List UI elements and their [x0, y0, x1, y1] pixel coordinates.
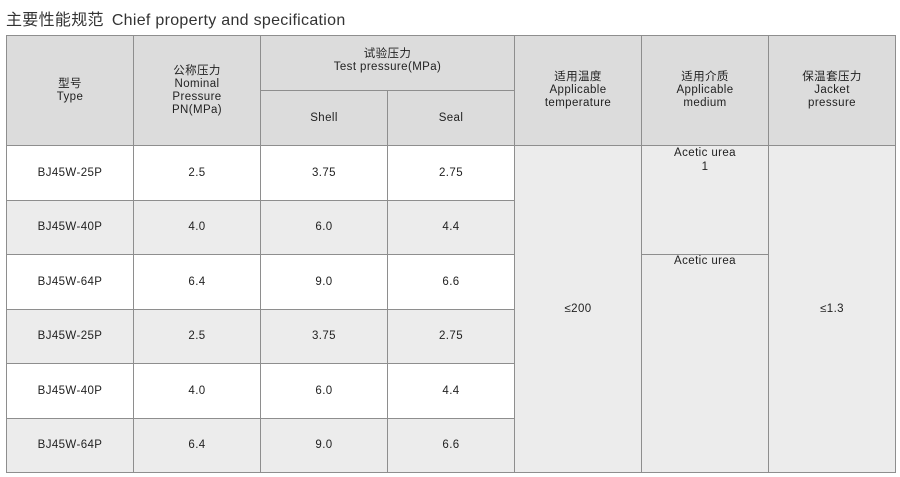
table-header: 型号 Type 公称压力 Nominal Pressure PN(MPa) 试验压力 Te… — [6, 35, 897, 146]
header-seal: Seal — [386, 90, 516, 146]
cell-jacket-pressure: ≤1.3 — [768, 145, 897, 473]
cell-type: BJ45W-64P — [6, 417, 134, 473]
title-en: Chief property and specification — [111, 12, 346, 29]
table-row: BJ45W-25P 2.5 3.75 2.75 ≤200 Acetic urea… — [6, 145, 897, 473]
cell-pn: 2.5 — [133, 145, 261, 201]
cell-shell: 3.75 — [260, 308, 388, 364]
header-shell: Shell — [260, 90, 388, 146]
medium-a-line1: Acetic urea — [674, 147, 736, 159]
cell-type: BJ45W-64P — [6, 254, 134, 310]
cell-pn: 6.4 — [133, 254, 261, 310]
table-row: BJ45W-25P 2.5 3.75 2.75 — [6, 308, 896, 364]
cell-medium-a: Acetic urea 1 — [641, 145, 770, 255]
table-row: BJ45W-64P 6.4 9.0 6.6 Acetic urea — [6, 254, 896, 473]
cell-shell: 6.0 — [260, 199, 388, 255]
cell-shell: 6.0 — [260, 363, 388, 419]
cell-pn: 4.0 — [133, 199, 261, 255]
header-type: 型号 Type — [6, 35, 134, 146]
cell-seal: 4.4 — [386, 363, 516, 419]
page-title: 主要性能规范 Chief property and specification — [6, 6, 346, 30]
header-test-pressure: 试验压力 Test pressure(MPa) — [259, 35, 516, 91]
cell-seal: 2.75 — [386, 145, 516, 201]
cell-type: BJ45W-40P — [6, 199, 134, 255]
table-row: BJ45W-40P 4.0 6.0 4.4 — [6, 363, 896, 419]
medium-a-line2: 1 — [701, 161, 709, 173]
header-medium: 适用介质 Applicable medium — [641, 35, 770, 146]
cell-pn: 4.0 — [133, 363, 261, 419]
cell-type: BJ45W-40P — [6, 363, 134, 419]
header-temperature: 适用温度 Applicable temperature — [514, 35, 643, 146]
cell-seal: 4.4 — [386, 199, 516, 255]
header-nominal-pressure: 公称压力 Nominal Pressure PN(MPa) — [133, 35, 261, 146]
cell-seal: 6.6 — [386, 254, 516, 310]
cell-type: BJ45W-25P — [6, 145, 134, 201]
cell-type: BJ45W-25P — [6, 308, 134, 364]
cell-medium-b: Acetic urea — [641, 254, 770, 473]
cell-temperature: ≤200 — [514, 145, 643, 473]
table-row: BJ45W-40P 4.0 6.0 4.4 — [6, 199, 896, 255]
table-body: BJ45W-25P 2.5 3.75 2.75 ≤200 Acetic urea… — [6, 145, 897, 473]
cell-pn: 6.4 — [133, 417, 261, 473]
header-jacket-pressure: 保温套压力 Jacket pressure — [768, 35, 897, 146]
title-zh: 主要性能规范 — [6, 12, 104, 29]
table-row: BJ45W-64P 6.4 9.0 6.6 — [6, 417, 896, 473]
cell-seal: 2.75 — [386, 308, 516, 364]
cell-seal: 6.6 — [386, 417, 516, 473]
cell-pn: 2.5 — [133, 308, 261, 364]
cell-shell: 9.0 — [260, 417, 388, 473]
cell-shell: 3.75 — [260, 145, 388, 201]
spec-table: 型号 Type 公称压力 Nominal Pressure PN(MPa) 试验压力 Te… — [6, 35, 897, 473]
cell-shell: 9.0 — [260, 254, 388, 310]
